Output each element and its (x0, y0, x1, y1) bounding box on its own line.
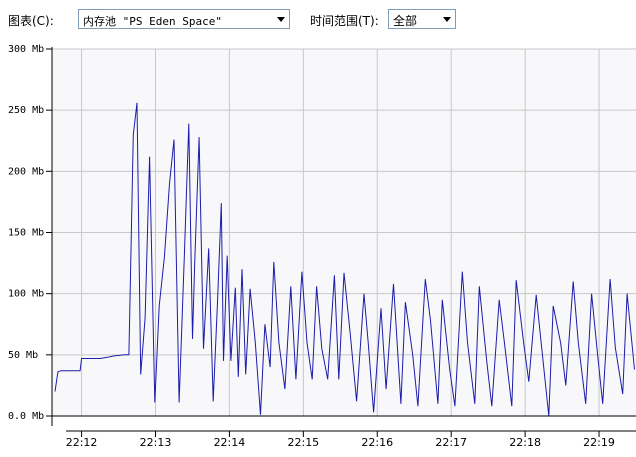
memory-pool-dropdown[interactable]: 内存池 "PS Eden Space" (78, 9, 290, 29)
x-tick-label: 22:12 (66, 436, 98, 449)
y-tick-label: 250 Mb (8, 105, 44, 116)
y-tick-label: 150 Mb (8, 228, 44, 239)
y-tick-label: 0.0 Mb (8, 411, 44, 422)
y-axis-ticks: 0.0 Mb 50 Mb 100 Mb 150 Mb 200 Mb 250 Mb 300 M… (8, 44, 52, 422)
chevron-down-icon[interactable] (277, 17, 285, 22)
x-tick-label: 22:14 (214, 436, 246, 449)
time-range-value: 全部 (393, 14, 418, 28)
x-tick-label: 22:13 (140, 436, 172, 449)
memory-pool-value: 内存池 "PS Eden Space" (83, 15, 222, 28)
y-tick-label: 200 Mb (8, 166, 44, 177)
chart-label: 图表(C): (8, 14, 54, 28)
chevron-down-icon[interactable] (443, 17, 451, 22)
series-line (54, 102, 635, 417)
x-tick-label: 22:16 (361, 436, 393, 449)
x-tick-label: 22:15 (287, 436, 319, 449)
x-tick-label: 22:18 (509, 436, 541, 449)
toolbar: 图表(C): 内存池 "PS Eden Space" 时间范围(T): 全部 (0, 0, 636, 38)
x-tick-label: 22:19 (583, 436, 615, 449)
y-tick-label: 50 Mb (8, 350, 38, 361)
y-tick-label: 100 Mb (8, 289, 44, 300)
y-tick-label: 300 Mb (8, 44, 44, 55)
time-range-dropdown[interactable]: 全部 (388, 9, 456, 29)
time-range-label: 时间范围(T): (310, 14, 379, 28)
x-tick-label: 22:17 (435, 436, 467, 449)
x-axis-ticks: 22:12 22:13 22:14 22:15 22:16 22:17 22:18 22:19 (66, 431, 615, 449)
series-group (54, 102, 635, 417)
